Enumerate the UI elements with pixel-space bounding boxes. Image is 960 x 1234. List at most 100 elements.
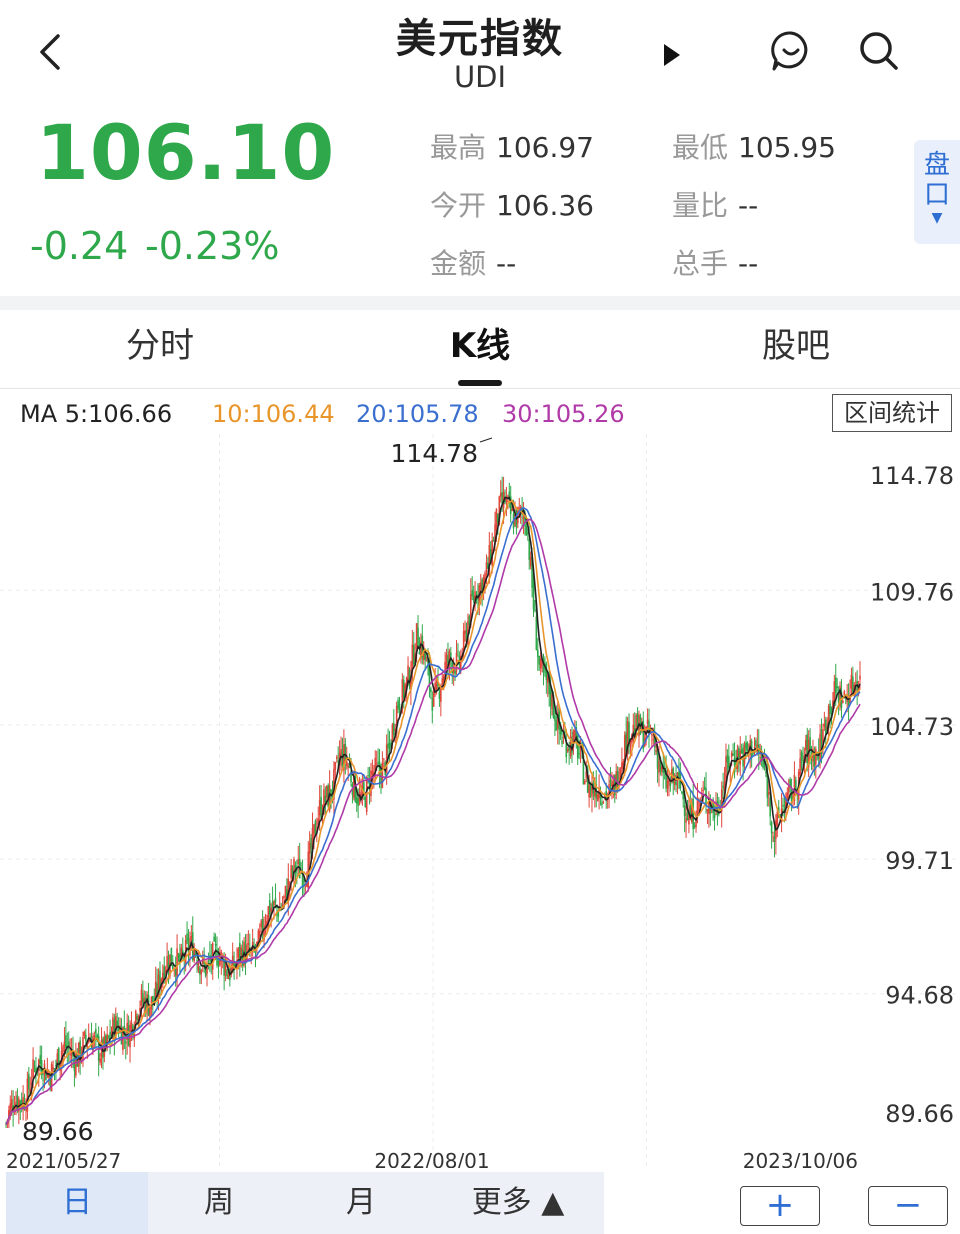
stat-value: 105.95 [738,131,836,164]
candle-body [769,797,771,817]
candle-body [823,723,826,727]
candle-body [79,1040,81,1063]
candle-body [241,949,244,966]
candle-body [525,525,528,536]
candle-body [303,881,305,883]
kline-chart[interactable]: 114.78 109.76 104.73 99.71 94.68 89.66 114.78 8… [0,434,960,1170]
candle-body [488,545,491,576]
candle-body [588,784,590,798]
candle-body [611,783,613,787]
candle-body [268,900,271,915]
tab-timeshare[interactable]: 分时 [126,326,194,366]
search-button[interactable] [856,28,902,74]
candle-body [333,768,335,800]
candle-body [124,1041,127,1044]
candle-body [53,1068,56,1070]
ma5-label: MA 5:106.66 [20,400,173,428]
candle-body [445,654,448,667]
zoom-in-button[interactable]: + [740,1186,820,1226]
candle-body [293,858,295,873]
candle-body [183,957,186,960]
candle-body [765,771,767,773]
period-week[interactable]: 周 [204,1185,234,1220]
tab-kline[interactable]: K线 [449,326,511,366]
candle-body [157,974,160,998]
candle-body [772,836,774,838]
tab-forum[interactable]: 股吧 [762,326,830,366]
candle-body [390,743,392,749]
candle-body [448,651,451,665]
candle-body [328,785,331,811]
candle-body [518,508,521,510]
zoom-out-button[interactable]: − [868,1186,948,1226]
back-button[interactable] [28,28,76,76]
candle-body [773,836,776,843]
period-month[interactable]: 月 [346,1185,376,1220]
candle-body [9,1103,12,1116]
price-change: -0.24 [30,224,129,268]
period-day[interactable]: 日 [6,1172,148,1234]
candle-body [847,699,850,709]
candle-body [8,1110,10,1122]
candle-body [92,1038,94,1052]
play-button[interactable] [658,38,688,72]
candle-body [144,997,147,1014]
x-tick-label: 2021/05/27 [6,1149,121,1170]
candle-body [200,970,203,975]
ma-lines [5,496,861,1125]
candle-body [233,960,235,970]
candle-body [673,775,676,785]
candle-body [501,491,503,504]
candle-body [725,756,727,783]
candle-body [256,941,258,947]
candle-body [240,947,243,956]
candle-body [318,800,321,816]
stat-open: 今开 106.36 [430,184,594,224]
candle-body [806,734,809,763]
chat-button[interactable] [768,28,814,74]
candle-body [494,524,496,546]
candle-body [142,993,144,1003]
range-stats-button[interactable]: 区间统计 [832,394,952,432]
period-more[interactable]: 更多 ▲ [471,1185,565,1220]
active-tab-indicator [458,380,502,386]
candle-body [57,1048,60,1069]
candle-body [363,781,365,792]
candle-body [484,572,486,583]
candle-body [25,1109,27,1111]
order-book-button[interactable]: 盘口 ▼ [914,140,960,244]
ma10-label: 10:106.44 [212,400,335,428]
candle-body [561,740,563,744]
candle-body [167,962,170,970]
candle-body [559,726,562,735]
candle-body [281,904,284,907]
candle-body [203,961,205,965]
stat-label: 量比 [672,189,729,222]
candle-body [532,584,535,610]
candle-body [234,963,237,966]
triangle-down-icon: ▼ [931,210,943,226]
candle-body [702,789,704,792]
candle-body [166,956,168,972]
y-tick-label: 99.71 [885,847,954,875]
candle-body [696,797,699,815]
candle-body [434,683,436,691]
candle-body [718,808,720,814]
candle-body [658,761,660,773]
candle-body [538,655,541,665]
candle-body [223,959,225,976]
candle-body [732,753,734,756]
candle-body [509,496,512,515]
candle-body [752,752,754,754]
candle-body [395,705,398,734]
stat-label: 最低 [672,131,729,164]
candle-body [599,794,602,799]
candle-body [47,1073,50,1078]
min-price-annotation: 89.66 [22,1117,94,1146]
candle-body [790,788,793,803]
candle-body [491,539,493,566]
candle-body [465,630,468,642]
candle-body [805,739,807,751]
candle-body [107,1036,110,1038]
candle-body [350,771,352,783]
